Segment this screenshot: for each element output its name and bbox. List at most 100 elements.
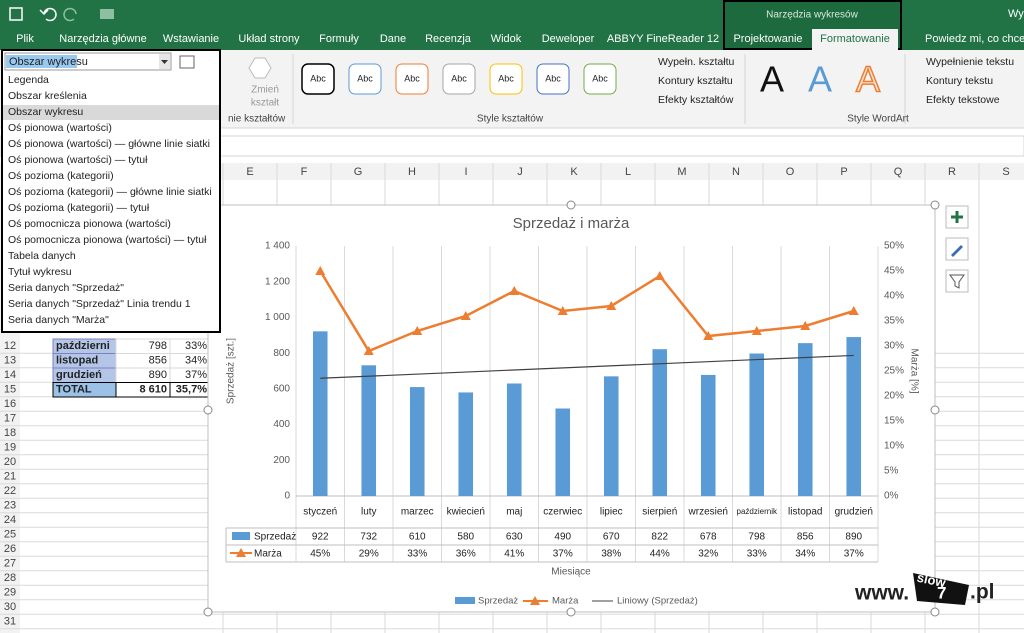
line-marker: [412, 326, 423, 335]
picker-item[interactable]: Tabela danych: [8, 250, 76, 262]
picker-item[interactable]: Seria danych "Sprzedaż" Linia trendu 1: [8, 298, 191, 310]
ribbon-tab[interactable]: Projektowanie: [733, 33, 802, 45]
undo-icon[interactable]: [39, 7, 57, 22]
table-value: 798: [748, 532, 765, 543]
wordart-style[interactable]: A: [808, 59, 832, 100]
shape-style-label: Abc: [498, 73, 514, 83]
picker-item[interactable]: Legenda: [8, 74, 49, 86]
picker-item[interactable]: Obszar wykresu: [8, 106, 83, 118]
ribbon-tab[interactable]: Widok: [491, 33, 522, 45]
picker-item[interactable]: Oś pozioma (kategorii) — główne linie si…: [8, 186, 212, 198]
ribbon-tab[interactable]: Deweloper: [542, 33, 595, 45]
resize-handle[interactable]: [930, 200, 940, 210]
cell-text: 33%: [185, 340, 207, 352]
shape-style[interactable]: [348, 63, 382, 95]
ribbon-tab[interactable]: ABBYY FineReader 12: [607, 33, 719, 45]
text-button[interactable]: Wypełnienie tekstu: [926, 56, 1014, 68]
table-value: 32%: [698, 549, 718, 560]
shape-style[interactable]: [583, 63, 617, 95]
resize-handle[interactable]: [203, 607, 213, 617]
wordart-style[interactable]: A: [855, 58, 881, 101]
row-header: 19: [4, 441, 16, 453]
picker-item[interactable]: Seria danych "Marża": [8, 314, 109, 326]
resize-handle[interactable]: [930, 405, 940, 415]
cell-text: TOTAL: [56, 383, 92, 395]
brush-icon: [951, 245, 963, 257]
resize-handle[interactable]: [566, 607, 576, 617]
row-header: 17: [4, 412, 16, 424]
legend-label[interactable]: Marża: [552, 596, 579, 607]
legend-label[interactable]: Liniowy (Sprzedaż): [617, 596, 698, 607]
x-tick-label: wrzesień: [688, 507, 728, 518]
picker-item[interactable]: Oś pomocnicza pionowa (wartości) — tytuł: [8, 234, 207, 246]
watermark-suffix: .pl: [970, 581, 995, 604]
row-header: 12: [4, 340, 16, 352]
legend-label[interactable]: Sprzedaż: [478, 596, 518, 607]
ribbon-tab[interactable]: Dane: [380, 33, 406, 45]
ribbon-tab[interactable]: Formatowanie: [820, 33, 890, 45]
shape-style[interactable]: [395, 63, 429, 95]
picker-item[interactable]: Oś pionowa (wartości) — główne linie sia…: [8, 138, 210, 150]
column-header: M: [677, 166, 686, 178]
cell-text: listopad: [56, 354, 98, 366]
picker-item[interactable]: Obszar kreślenia: [8, 90, 87, 102]
column-header: J: [517, 166, 523, 178]
element-picker[interactable]: [1, 49, 221, 333]
row-header: 22: [4, 485, 16, 497]
line-marker: [800, 321, 811, 330]
shape-button[interactable]: Efekty kształtów: [658, 94, 734, 106]
chart-filters-button[interactable]: [945, 269, 969, 293]
ribbon-tab[interactable]: Wstawianie: [163, 33, 219, 45]
line-marker: [703, 331, 714, 340]
x-tick-label: grudzień: [835, 507, 873, 518]
table-value: 33%: [407, 549, 427, 560]
cell-text: grudzień: [56, 369, 102, 381]
picker-item[interactable]: Oś pomocnicza pionowa (wartości): [8, 218, 171, 230]
shape-button[interactable]: Wypełn. kształtu: [658, 56, 735, 68]
picker-item[interactable]: Seria danych "Sprzedaż": [8, 282, 124, 294]
chart-area[interactable]: [207, 204, 936, 613]
picker-item[interactable]: Oś pionowa (wartości): [8, 122, 112, 134]
logo-top: slow: [916, 570, 948, 591]
format-icon[interactable]: [179, 55, 195, 69]
legend-key: [530, 596, 540, 605]
bar: [797, 343, 813, 496]
shape-button[interactable]: Kontury kształtu: [658, 75, 733, 87]
shape-style[interactable]: [489, 63, 523, 95]
active-tab-bg: [812, 29, 898, 50]
camera-icon[interactable]: [100, 9, 114, 19]
tell-me[interactable]: Powiedz mi, co chcesz: [925, 33, 1024, 45]
picker-item[interactable]: Oś pozioma (kategorii): [8, 170, 114, 182]
table-series-name: Sprzedaż: [254, 532, 296, 543]
ribbon-tab[interactable]: Narzędzia główne: [59, 33, 146, 45]
change-shape-label[interactable]: Zmień: [251, 85, 279, 96]
picker-item[interactable]: Oś pionowa (wartości) — tytuł: [8, 154, 148, 166]
cell-text: październi: [56, 340, 110, 352]
shape-style[interactable]: [442, 63, 476, 95]
ribbon-tab[interactable]: Recenzja: [425, 33, 472, 45]
row-header: 24: [4, 514, 16, 526]
change-shape-label[interactable]: kształt: [251, 98, 280, 109]
wordart-style[interactable]: A: [760, 59, 784, 100]
redo-icon[interactable]: [63, 7, 77, 22]
shape-style[interactable]: [301, 63, 335, 95]
ribbon-tab[interactable]: Układ strony: [238, 33, 300, 45]
text-button[interactable]: Kontury tekstu: [926, 75, 993, 87]
picker-item[interactable]: Tytuł wykresu: [8, 266, 72, 278]
resize-handle[interactable]: [203, 405, 213, 415]
row-header: 30: [4, 601, 16, 613]
text-button[interactable]: Efekty tekstowe: [926, 94, 1000, 106]
shape-style[interactable]: [536, 63, 570, 95]
save-icon[interactable]: [9, 7, 23, 21]
resize-handle[interactable]: [930, 607, 940, 617]
ribbon-tab[interactable]: Plik: [16, 33, 34, 45]
row-header: 20: [4, 456, 16, 468]
arrow-glyph: [161, 60, 168, 64]
ribbon-tab[interactable]: Formuły: [319, 33, 359, 45]
x-tick-label: październik: [737, 507, 778, 516]
shape-style-label: Abc: [404, 73, 420, 83]
bar: [361, 365, 377, 496]
change-shape-icon[interactable]: [248, 57, 272, 79]
picker-item[interactable]: Oś pozioma (kategorii) — tytuł: [8, 202, 150, 214]
resize-handle[interactable]: [566, 200, 576, 210]
